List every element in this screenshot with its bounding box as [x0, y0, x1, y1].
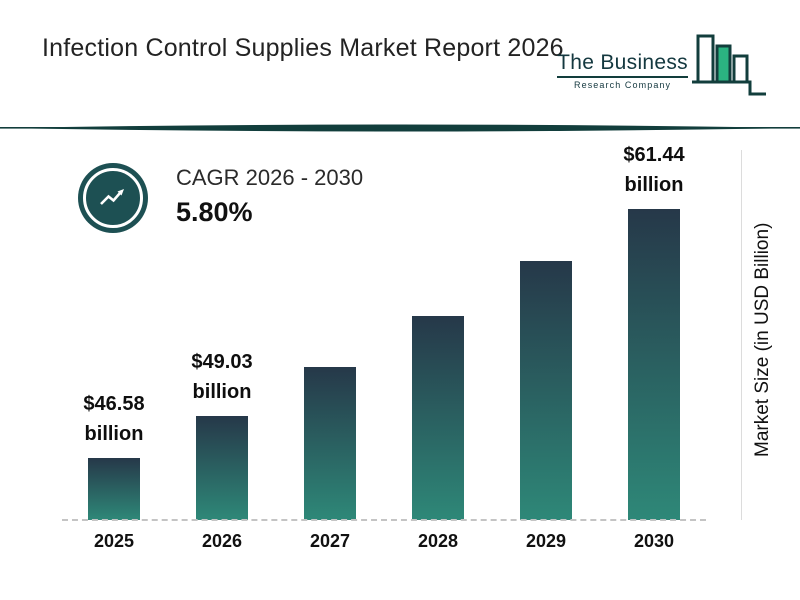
- bar-2025: [88, 458, 140, 520]
- bar-value-label: $46.58 billion: [83, 393, 145, 445]
- chart-baseline: [62, 519, 706, 521]
- bar-column-2028: [384, 140, 492, 520]
- x-tick-label-2025: 2025: [93, 531, 135, 551]
- logo-text: The Business Research Company: [557, 51, 688, 90]
- bars-row: $46.58 billion $49.03 billion $61.44 billion: [60, 140, 708, 520]
- trend-arrow-icon: [83, 168, 143, 228]
- x-tick-label-2028: 2028: [417, 531, 459, 551]
- cagr-label: CAGR 2026 - 2030: [176, 165, 364, 190]
- bar-2029: [520, 261, 572, 520]
- cagr-texts: CAGR 2026 - 2030 5.80%: [176, 165, 363, 228]
- bar-column-2029: [492, 140, 600, 520]
- bar-column-2030: $61.44 billion: [600, 140, 708, 520]
- x-tick-label-2026: 2026: [201, 531, 243, 551]
- bar-column-2027: [276, 140, 384, 520]
- x-axis-labels: 2025 2026 2027 2028 2029 2030: [60, 531, 708, 552]
- x-tick-label-2029: 2029: [525, 531, 567, 551]
- cagr-block: CAGR 2026 - 2030 5.80%: [78, 163, 363, 233]
- page-title: Infection Control Supplies Market Report…: [42, 34, 564, 62]
- bar-column-2025: $46.58 billion: [60, 140, 168, 520]
- y-axis-title: Market Size (in USD Billion): [752, 222, 773, 458]
- bar-2030: [628, 209, 680, 520]
- bar-column-2026: $49.03 billion: [168, 140, 276, 520]
- divider-line: [0, 124, 800, 132]
- bar-value-label: $61.44 billion: [623, 144, 685, 196]
- x-tick-label-2030: 2030: [633, 531, 675, 551]
- logo-divider-line: [557, 76, 688, 78]
- logo-bar-chart-icon: [692, 34, 766, 96]
- bar-2026: [196, 416, 248, 520]
- bar-value-label: $49.03 billion: [191, 351, 253, 403]
- y-axis-line: [741, 150, 742, 520]
- logo-company-subname: Research Company: [574, 80, 672, 90]
- x-tick-label-2027: 2027: [309, 531, 351, 551]
- bar-2027: [304, 367, 356, 520]
- cagr-value: 5.80%: [176, 197, 253, 227]
- logo-company-name: The Business: [557, 51, 688, 74]
- bar-2028: [412, 316, 464, 520]
- logo: The Business Research Company: [557, 32, 766, 104]
